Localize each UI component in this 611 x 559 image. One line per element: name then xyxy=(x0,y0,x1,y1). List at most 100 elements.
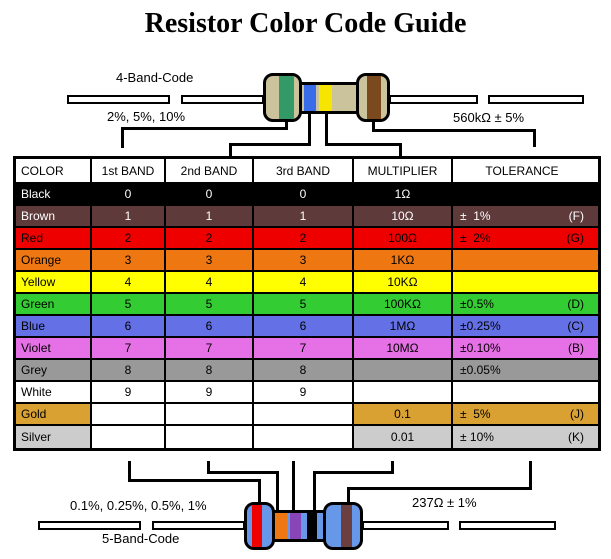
connector-line xyxy=(391,461,394,474)
band3-cell: 8 xyxy=(254,360,354,382)
tolerance-cell: ±0.25% (C) xyxy=(453,316,598,338)
multiplier-cell xyxy=(354,382,453,404)
tolerance-value: ±0.25% xyxy=(460,319,501,333)
tolerance-cell: ± 5% (J) xyxy=(453,404,598,426)
connector-line xyxy=(229,143,311,146)
multiplier-cell: 1KΩ xyxy=(354,250,453,272)
band3-cell: 5 xyxy=(254,294,354,316)
band1-cell: 4 xyxy=(92,272,166,294)
tolerance-letter: (J) xyxy=(570,407,584,421)
color-name-cell: Violet xyxy=(16,338,92,360)
band3-cell: 9 xyxy=(254,382,354,404)
four-band-tolerance-label: 2%, 5%, 10% xyxy=(107,109,186,124)
band-green xyxy=(279,76,294,119)
page-title: Resistor Color Code Guide xyxy=(144,8,467,39)
connector-line xyxy=(347,487,532,490)
five-band-code-label: 5-Band-Code xyxy=(102,531,180,546)
band-orange xyxy=(276,513,287,539)
tolerance-letter: (G) xyxy=(566,231,584,245)
tolerance-cell xyxy=(453,184,598,206)
band2-cell: 8 xyxy=(166,360,254,382)
multiplier-cell: 0.01 xyxy=(354,426,453,448)
connector-line xyxy=(313,471,316,512)
header-tolerance: TOLERANCE xyxy=(453,159,598,184)
connector-line xyxy=(229,143,232,157)
table-row-black: Black 0 0 0 1Ω xyxy=(16,184,598,206)
band3-cell: 3 xyxy=(254,250,354,272)
four-band-value-label: 560kΩ ± 5% xyxy=(453,110,525,125)
resistor-lead xyxy=(152,521,245,530)
header-2nd-band: 2nd BAND xyxy=(166,159,254,184)
band2-cell: 3 xyxy=(166,250,254,272)
band-violet xyxy=(290,513,301,539)
table-row-yellow: Yellow 4 4 4 10KΩ xyxy=(16,272,598,294)
tolerance-cell: ± 1% (F) xyxy=(453,206,598,228)
tolerance-value: ±0.10% xyxy=(460,341,501,355)
band1-cell xyxy=(92,426,166,448)
band2-cell: 1 xyxy=(166,206,254,228)
tolerance-letter: (F) xyxy=(568,209,584,223)
connector-line xyxy=(529,461,532,490)
connector-line xyxy=(533,129,536,147)
header-color: COLOR xyxy=(16,159,92,184)
tolerance-cell: ±0.05% xyxy=(453,360,598,382)
table-row-green: Green 5 5 5 100KΩ ±0.5% (D) xyxy=(16,294,598,316)
table-row-white: White 9 9 9 xyxy=(16,382,598,404)
band1-cell: 6 xyxy=(92,316,166,338)
band2-cell xyxy=(166,426,254,448)
band3-cell xyxy=(254,426,354,448)
five-band-value-label: 237Ω ± 1% xyxy=(412,495,477,510)
color-name-cell: Black xyxy=(16,184,92,206)
connector-line xyxy=(121,127,288,130)
band2-cell xyxy=(166,404,254,426)
band3-cell: 1 xyxy=(254,206,354,228)
tolerance-cell: ±0.10% (B) xyxy=(453,338,598,360)
color-name-cell: Blue xyxy=(16,316,92,338)
band1-cell: 7 xyxy=(92,338,166,360)
table-row-blue: Blue 6 6 6 1MΩ ±0.25% (C) xyxy=(16,316,598,338)
connector-line xyxy=(128,479,261,482)
table-row-red: Red 2 2 2 100Ω ± 2% (G) xyxy=(16,228,598,250)
connector-line xyxy=(399,143,402,157)
band2-cell: 9 xyxy=(166,382,254,404)
band1-cell: 0 xyxy=(92,184,166,206)
color-name-cell: White xyxy=(16,382,92,404)
band2-cell: 2 xyxy=(166,228,254,250)
table-row-gold: Gold 0.1 ± 5% (J) xyxy=(16,404,598,426)
band-black xyxy=(307,513,317,539)
band2-cell: 0 xyxy=(166,184,254,206)
band3-cell: 2 xyxy=(254,228,354,250)
color-name-cell: Brown xyxy=(16,206,92,228)
color-name-cell: Orange xyxy=(16,250,92,272)
multiplier-cell xyxy=(354,360,453,382)
band2-cell: 6 xyxy=(166,316,254,338)
resistor-lead xyxy=(488,95,584,104)
multiplier-cell: 1Ω xyxy=(354,184,453,206)
multiplier-cell: 1MΩ xyxy=(354,316,453,338)
resistor-lead xyxy=(38,521,141,530)
resistor-lead xyxy=(67,95,170,104)
tolerance-value: ± 10% xyxy=(460,430,494,444)
tolerance-cell xyxy=(453,272,598,294)
tolerance-value: ± 5% xyxy=(460,407,491,421)
resistor-lead xyxy=(459,521,556,530)
table-row-orange: Orange 3 3 3 1KΩ xyxy=(16,250,598,272)
multiplier-cell: 10MΩ xyxy=(354,338,453,360)
connector-line xyxy=(207,471,279,474)
color-name-cell: Red xyxy=(16,228,92,250)
band3-cell: 7 xyxy=(254,338,354,360)
connector-line xyxy=(313,471,394,474)
band-yellow xyxy=(319,85,332,111)
tolerance-value: ±0.05% xyxy=(460,363,501,377)
band2-cell: 7 xyxy=(166,338,254,360)
connector-line xyxy=(347,487,350,506)
band1-cell: 8 xyxy=(92,360,166,382)
five-band-tolerance-label: 0.1%, 0.25%, 0.5%, 1% xyxy=(70,498,207,513)
band-brown xyxy=(367,76,381,119)
band3-cell: 0 xyxy=(254,184,354,206)
tolerance-value: ± 2% xyxy=(460,231,491,245)
band1-cell: 9 xyxy=(92,382,166,404)
resistor-lead xyxy=(389,95,478,104)
table-row-violet: Violet 7 7 7 10MΩ ±0.10% (B) xyxy=(16,338,598,360)
band-blue xyxy=(304,85,316,111)
